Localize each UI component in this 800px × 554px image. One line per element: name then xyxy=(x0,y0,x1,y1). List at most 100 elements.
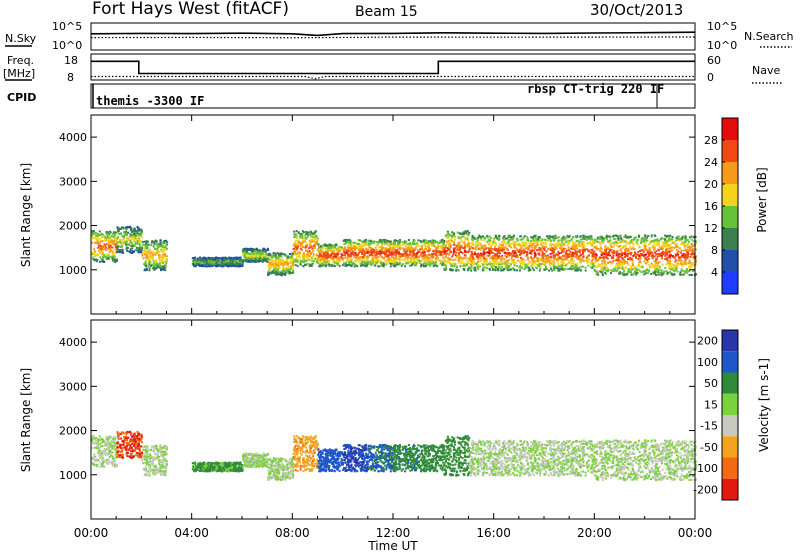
power-cell xyxy=(541,242,544,245)
power-cell xyxy=(151,263,153,266)
power-cell xyxy=(303,238,306,241)
power-cell xyxy=(367,248,370,251)
power-cell xyxy=(484,247,487,250)
power-cell xyxy=(302,255,305,258)
power-cell xyxy=(102,255,105,258)
power-cell xyxy=(451,255,454,258)
power-cell xyxy=(535,239,538,242)
power-cell xyxy=(327,247,330,249)
power-cell xyxy=(146,247,149,250)
power-cell xyxy=(322,255,325,258)
power-cell xyxy=(472,263,475,266)
power-cell xyxy=(209,265,211,268)
power-cell xyxy=(141,254,144,257)
power-cell xyxy=(475,246,478,249)
power-cell xyxy=(157,248,160,251)
power-cell xyxy=(123,240,126,243)
power-cell xyxy=(608,261,611,263)
power-cell xyxy=(415,254,418,257)
power-cell xyxy=(191,257,194,260)
power-cell xyxy=(476,254,479,257)
power-cell xyxy=(616,264,618,267)
power-cell xyxy=(156,262,158,265)
power-cell xyxy=(252,249,255,252)
power-cell xyxy=(533,242,536,245)
power-cell xyxy=(342,257,345,260)
power-cell xyxy=(152,267,155,270)
power-cell xyxy=(370,252,373,255)
power-cell xyxy=(448,253,451,256)
power-cell xyxy=(532,236,534,239)
power-cell xyxy=(540,243,543,246)
power-cell xyxy=(407,246,410,249)
power-cell xyxy=(365,238,368,241)
power-cell xyxy=(518,266,521,269)
power-cell xyxy=(360,259,362,262)
power-cell xyxy=(526,256,529,259)
power-cell xyxy=(631,262,634,265)
power-cell xyxy=(606,257,609,260)
power-cell xyxy=(593,250,596,253)
power-cell xyxy=(474,253,477,255)
power-cell xyxy=(570,238,573,241)
power-cell xyxy=(578,260,581,263)
power-cell xyxy=(596,259,599,262)
power-cell xyxy=(218,257,221,260)
power-cell xyxy=(113,240,116,243)
power-cell xyxy=(504,237,507,240)
power-cell xyxy=(481,246,483,249)
power-cell xyxy=(306,235,309,238)
power-cell xyxy=(579,261,582,264)
power-cell xyxy=(441,249,444,252)
power-cell xyxy=(108,239,111,242)
power-cell xyxy=(490,262,493,265)
power-cell xyxy=(109,245,112,247)
power-cell xyxy=(549,247,552,249)
power-cell xyxy=(228,259,231,262)
power-cell xyxy=(549,244,551,247)
power-cell xyxy=(432,255,435,258)
power-cell xyxy=(227,260,230,263)
power-cell xyxy=(361,258,364,261)
power-cell xyxy=(407,256,410,259)
power-cell xyxy=(326,252,329,255)
power-cell xyxy=(91,234,94,237)
power-cell xyxy=(539,258,542,261)
power-cell xyxy=(443,247,446,250)
power-cell xyxy=(289,260,292,263)
power-cell xyxy=(281,270,284,273)
power-cell xyxy=(353,246,356,249)
power-cell xyxy=(145,254,148,257)
power-cell xyxy=(552,253,555,256)
power-cell xyxy=(503,240,506,242)
power-cell xyxy=(619,262,622,265)
power-cell xyxy=(574,251,577,254)
power-cell xyxy=(166,241,169,244)
power-cell xyxy=(541,245,544,248)
power-cell xyxy=(438,241,441,244)
power-cell xyxy=(514,255,516,258)
power-cell xyxy=(114,246,117,248)
power-cell xyxy=(497,257,500,260)
power-cell xyxy=(394,246,397,248)
power-cell xyxy=(351,242,354,245)
power-cell xyxy=(305,241,308,244)
power-cell xyxy=(577,268,580,271)
power-cell xyxy=(353,248,356,251)
power-cell xyxy=(371,254,374,257)
power-cell xyxy=(549,266,552,269)
power-cell xyxy=(345,264,348,267)
power-cell xyxy=(459,248,462,251)
power-cell xyxy=(501,260,504,263)
power-cell xyxy=(452,243,455,246)
power-cell xyxy=(426,260,429,263)
power-cell xyxy=(99,246,101,249)
power-cell xyxy=(300,234,303,237)
power-cell xyxy=(498,263,501,266)
power-cell xyxy=(247,258,250,261)
power-cell xyxy=(633,251,636,254)
power-cell xyxy=(637,251,640,253)
power-cell xyxy=(568,239,571,242)
power-cell xyxy=(532,242,534,245)
power-cell xyxy=(597,265,600,267)
